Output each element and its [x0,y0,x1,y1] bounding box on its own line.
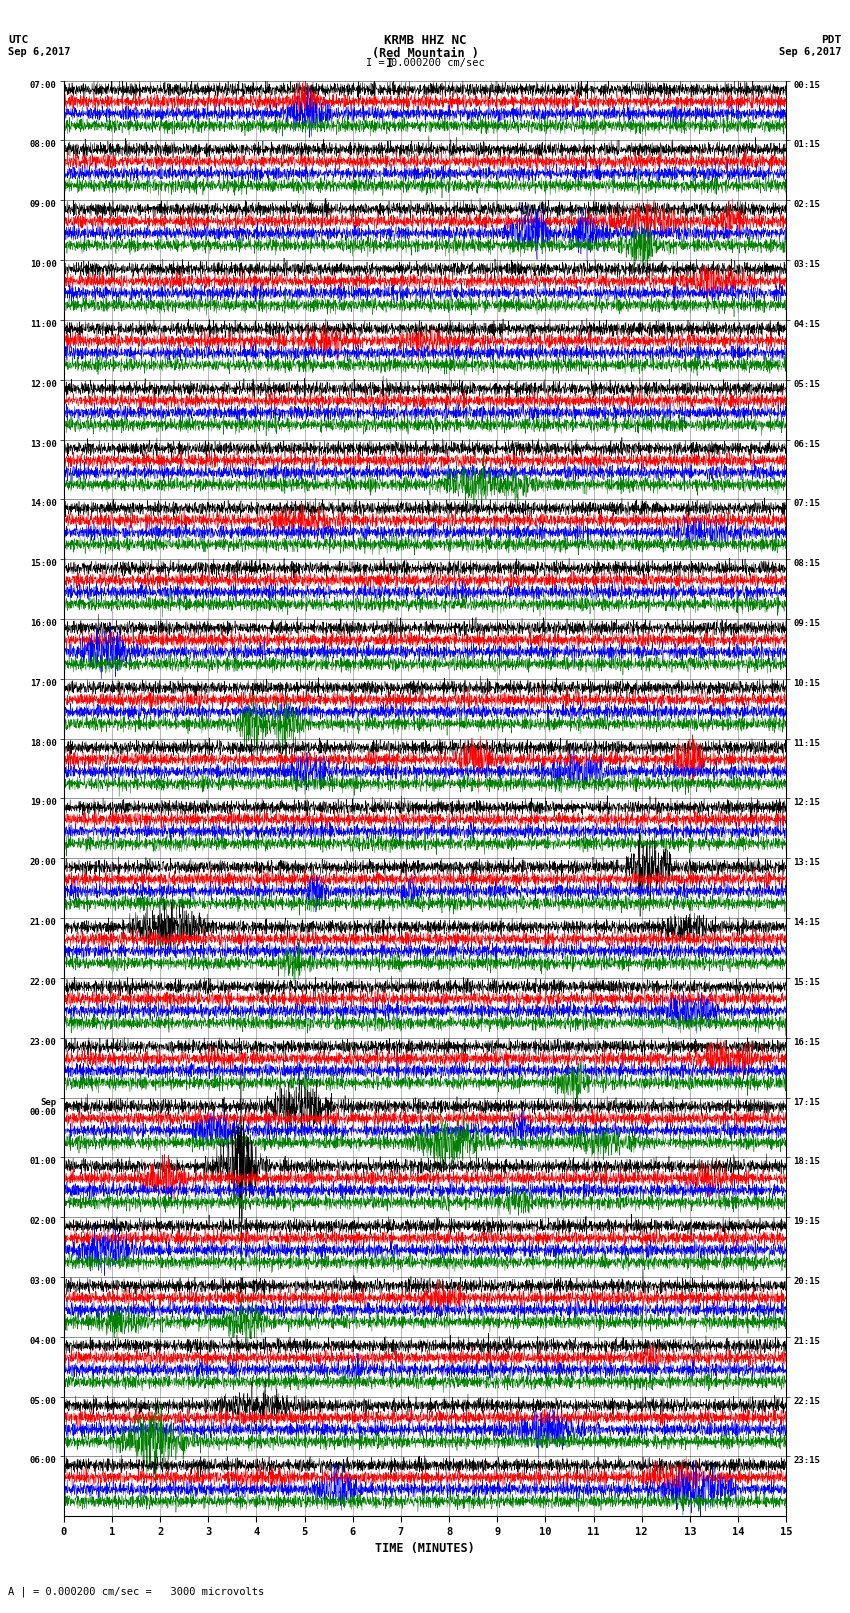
Text: A | = 0.000200 cm/sec =   3000 microvolts: A | = 0.000200 cm/sec = 3000 microvolts [8,1586,264,1597]
Text: PDT: PDT [821,35,842,45]
Text: (Red Mountain ): (Red Mountain ) [371,47,479,60]
X-axis label: TIME (MINUTES): TIME (MINUTES) [375,1542,475,1555]
Text: KRMB HHZ NC: KRMB HHZ NC [383,34,467,47]
Text: Sep 6,2017: Sep 6,2017 [779,47,842,56]
Text: Sep 6,2017: Sep 6,2017 [8,47,71,56]
Text: I = 0.000200 cm/sec: I = 0.000200 cm/sec [366,58,484,68]
Text: I: I [387,58,394,71]
Text: UTC: UTC [8,35,29,45]
